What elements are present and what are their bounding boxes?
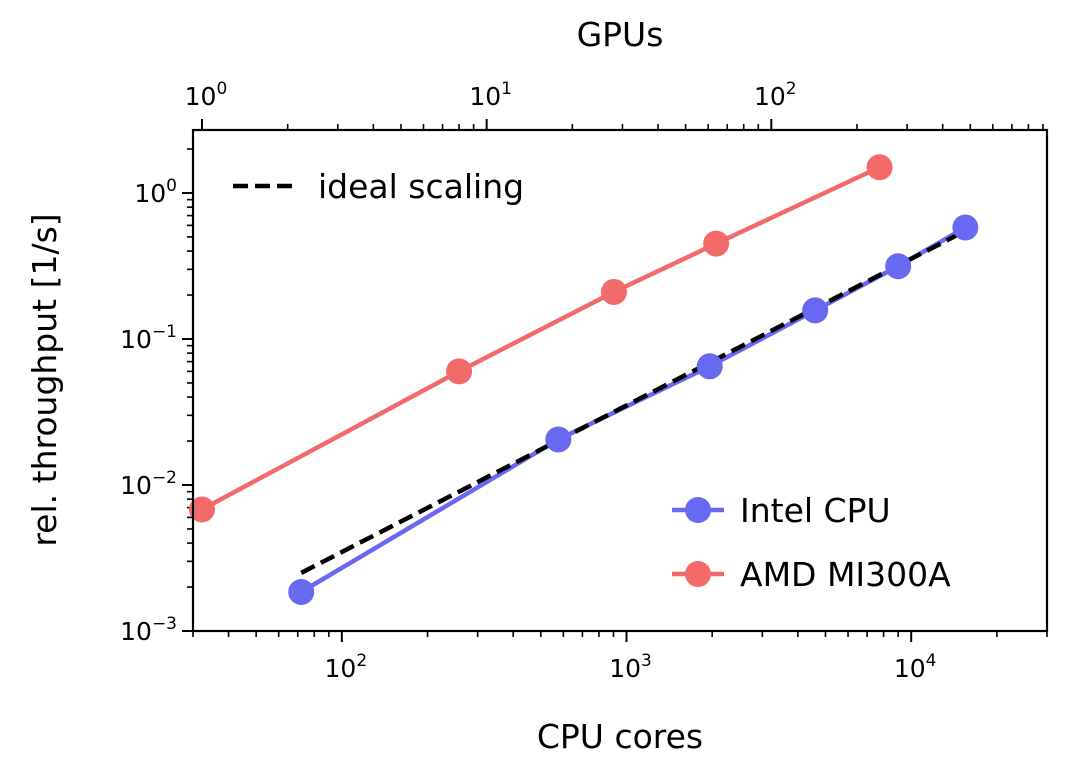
bottom-axis-title: CPU cores [537, 717, 703, 756]
y-tick-label: 10−2 [120, 468, 177, 500]
data-point-amd-mi300a [866, 154, 893, 181]
data-point-intel-cpu [885, 253, 912, 280]
bottom-tick-label: 103 [609, 651, 652, 683]
data-point-intel-cpu [288, 578, 315, 605]
plot-frame [191, 128, 1049, 633]
data-point-amd-mi300a [188, 496, 215, 523]
ideal-scaling-line [300, 228, 967, 575]
y-tick-label: 10−1 [120, 322, 177, 354]
data-point-intel-cpu [545, 426, 572, 453]
data-point-intel-cpu [952, 214, 979, 241]
legend-intel-label: Intel CPU [740, 491, 891, 530]
data-point-intel-cpu [696, 353, 723, 380]
legend-series: Intel CPU AMD MI300A [672, 491, 951, 594]
series-line-amd-mi300a [200, 165, 881, 512]
series-layer [188, 154, 979, 605]
legend-ideal-label: ideal scaling [318, 167, 524, 206]
top-tick-label: 101 [469, 79, 512, 111]
legend-intel-swatch-marker [685, 497, 711, 523]
bottom-tick-label: 102 [325, 651, 368, 683]
data-point-amd-mi300a [703, 230, 730, 257]
data-point-intel-cpu [802, 297, 829, 324]
top-tick-label: 100 [185, 79, 228, 111]
legend-amd-swatch-marker [685, 561, 711, 587]
y-axis-title: rel. throughput [1/s] [25, 213, 64, 546]
tick-layer: 102 103 104 100 101 102 10−3 10−2 10−1 100 [120, 79, 1048, 683]
data-point-amd-mi300a [600, 278, 627, 305]
legend-amd-label: AMD MI300A [740, 555, 951, 594]
top-tick-label: 102 [754, 79, 797, 111]
data-point-amd-mi300a [446, 358, 473, 385]
y-tick-label: 10−3 [120, 614, 177, 646]
top-axis-title: GPUs [577, 15, 664, 54]
legend-ideal: ideal scaling [233, 167, 524, 206]
y-tick-label: 100 [134, 176, 177, 208]
bottom-tick-label: 104 [894, 651, 937, 683]
